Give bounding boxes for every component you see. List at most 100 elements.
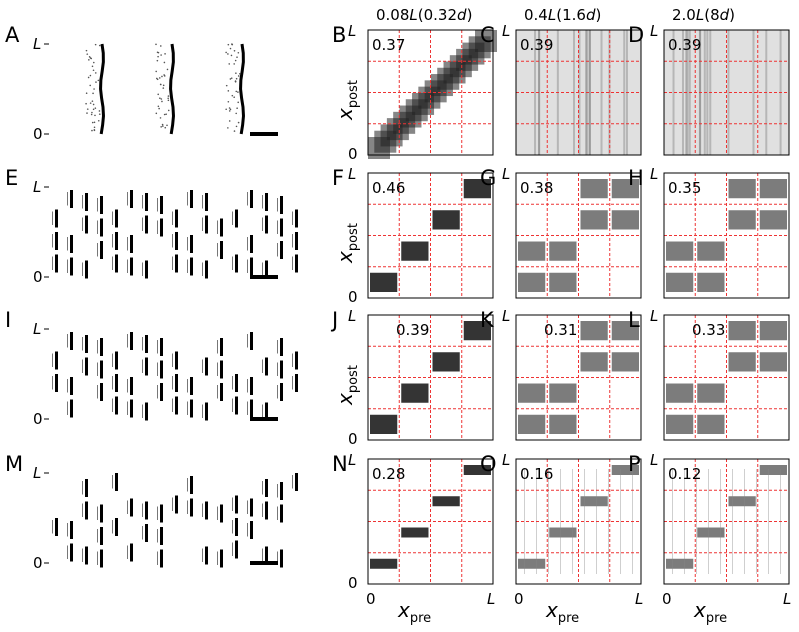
spike-raster <box>52 473 298 568</box>
panel-label-F: F <box>332 166 344 190</box>
matrix-y-top: L <box>502 451 510 469</box>
panel-label-N: N <box>332 452 348 476</box>
panel-label-H: H <box>628 166 644 190</box>
matrix-y-bottom: 0 <box>348 288 358 306</box>
panel-label-J: J <box>330 308 338 332</box>
matrix-panel-B: B 0.37 L 0 xpost <box>332 22 497 163</box>
panel-label-E: E <box>5 166 18 190</box>
matrix-panel-F: F 0.46 L 0 xpost <box>332 165 494 306</box>
panel-value-N: 0.28 <box>372 465 405 483</box>
matrix-y-bottom: 0 <box>348 145 358 163</box>
matrix-panel-G: G 0.38 L <box>480 165 642 299</box>
raster-y-top: L <box>33 178 41 196</box>
matrix-grid <box>368 30 493 155</box>
raster-y-bottom: 0 <box>33 410 43 428</box>
raster-y-top: L <box>33 35 41 53</box>
matrix-frame <box>367 458 494 585</box>
panel-label-C: C <box>480 23 495 47</box>
panel-label-I: I <box>5 308 11 332</box>
matrix-x-right: L <box>783 590 791 608</box>
panel-value-D: 0.39 <box>668 36 701 54</box>
raster-y-bottom: 0 <box>33 125 43 143</box>
matrix-y-top: L <box>650 307 658 325</box>
spike-raster <box>85 43 245 135</box>
spike-raster <box>52 190 298 279</box>
matrix-grid <box>516 173 641 298</box>
matrix-grid <box>664 459 789 584</box>
panel-value-G: 0.38 <box>520 179 553 197</box>
panel-label-L: L <box>628 308 640 332</box>
matrix-frame <box>515 458 642 585</box>
panel-value-B: 0.37 <box>372 36 405 54</box>
matrix-grid <box>664 173 789 298</box>
matrix-y-label: xpost <box>333 80 361 121</box>
matrix-grid <box>516 459 641 584</box>
matrix-panel-K: K 0.31 L <box>480 307 642 441</box>
panel-label-B: B <box>332 23 346 47</box>
column-title-2: 2.0L(8d) <box>672 6 735 24</box>
panel-value-C: 0.39 <box>520 36 553 54</box>
matrix-frame <box>367 314 494 441</box>
spike-raster <box>52 332 298 421</box>
matrix-texture <box>518 321 639 434</box>
panel-value-O: 0.16 <box>520 465 553 483</box>
matrix-frame <box>515 314 642 441</box>
panel-label-G: G <box>480 166 496 190</box>
matrix-frame <box>367 172 494 299</box>
matrix-y-top: L <box>348 22 356 40</box>
matrix-y-top: L <box>502 22 510 40</box>
matrix-x-right: L <box>487 590 495 608</box>
matrix-y-top: L <box>650 22 658 40</box>
matrix-texture <box>666 179 787 292</box>
matrix-frame <box>663 314 790 441</box>
matrix-frame <box>515 29 642 156</box>
matrix-panel-J: J 0.39 L 0 xpost <box>330 307 494 448</box>
matrix-y-label: xpost <box>333 223 361 264</box>
matrix-y-bottom: 0 <box>348 574 358 592</box>
panel-label-M: M <box>5 452 23 476</box>
matrix-y-top: L <box>348 165 356 183</box>
panel-value-H: 0.35 <box>668 179 701 197</box>
matrix-grid <box>368 459 493 584</box>
raster-y-bottom: 0 <box>33 268 43 286</box>
panel-value-K: 0.31 <box>544 321 577 339</box>
matrix-texture <box>370 321 491 434</box>
matrix-y-top: L <box>502 165 510 183</box>
matrix-frame <box>663 458 790 585</box>
panel-value-P: 0.12 <box>668 465 701 483</box>
matrix-panel-C: C 0.39 L <box>480 22 642 156</box>
panel-value-L: 0.33 <box>692 321 725 339</box>
matrix-x-label: xpre <box>693 598 727 626</box>
matrix-grid <box>664 315 789 440</box>
panel-label-P: P <box>628 452 641 476</box>
panel-label-K: K <box>480 308 495 332</box>
matrix-grid <box>368 173 493 298</box>
matrix-panel-L: L 0.33 L <box>628 307 790 441</box>
matrix-y-top: L <box>650 165 658 183</box>
matrix-panel-H: H 0.35 L <box>628 165 790 299</box>
raster-y-bottom: 0 <box>33 554 43 572</box>
matrix-y-top: L <box>502 307 510 325</box>
matrix-grid <box>516 30 641 155</box>
matrix-y-bottom: 0 <box>348 430 358 448</box>
matrix-y-top: L <box>348 451 356 469</box>
matrix-frame <box>367 29 494 156</box>
matrix-texture <box>370 465 491 569</box>
matrix-y-top: L <box>348 307 356 325</box>
matrix-panel-D: D 0.39 L <box>628 22 790 156</box>
matrix-y-top: L <box>650 451 658 469</box>
matrix-x-left: 0 <box>366 590 376 608</box>
matrix-grid <box>516 315 641 440</box>
matrix-x-right: L <box>635 590 643 608</box>
matrix-frame <box>663 29 790 156</box>
matrix-y-label: xpost <box>333 365 361 406</box>
raster-y-top: L <box>33 464 41 482</box>
